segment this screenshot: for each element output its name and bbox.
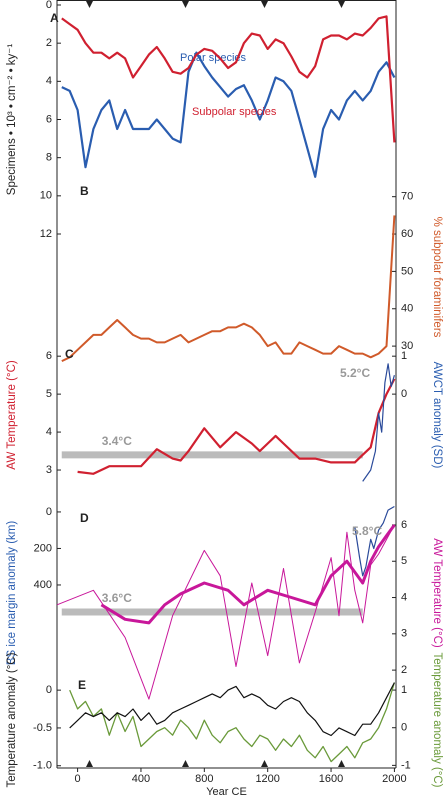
y-tick-label: 200 (34, 542, 52, 554)
series-line (69, 682, 396, 763)
y2-axis-label: % subpolar foraminifers (431, 217, 443, 338)
mean-label: 3.4°C (102, 434, 132, 448)
y2-tick-label: 50 (401, 265, 413, 277)
y-tick-label: -0.5 (33, 722, 52, 734)
y2-tick-label: 40 (401, 303, 413, 315)
panel-letter: A (50, 11, 59, 25)
y-tick-label: 2 (46, 37, 52, 49)
series-label: Subpolar species (192, 106, 277, 118)
y2-tick-label: 3 (401, 628, 407, 640)
series-line (362, 363, 395, 482)
y2-tick-label: 2 (401, 664, 407, 676)
y-tick-label: 4 (46, 426, 52, 438)
y2-tick-label: 1 (401, 350, 407, 362)
series-line (100, 524, 396, 625)
y-axis-label: BS ice margin anomaly (km) (6, 521, 18, 666)
series-line (61, 51, 396, 178)
x-tick-label: 0 (75, 773, 81, 785)
y-axis-label: Temperature anomaly (°C) (6, 652, 18, 787)
series-line (61, 215, 396, 363)
y2-axis-label: Temperature anomaly (°C) (431, 653, 443, 788)
y-tick-label: -1.0 (33, 760, 52, 772)
y2-tick-label: 5 (401, 555, 407, 567)
y-tick-label: 5 (46, 388, 52, 400)
y-tick-label: 6 (46, 350, 52, 362)
y-tick-label: 10 (40, 190, 52, 202)
series-line (354, 505, 395, 577)
y-axis-label: AW Temperature (°C) (6, 360, 18, 470)
y2-tick-label: 30 (401, 340, 413, 352)
x-axis-label: Year CE (206, 786, 247, 798)
series-line (69, 682, 395, 737)
y-axis-label: Specimens • 10³ • cm⁻² • ky⁻¹ (6, 44, 18, 196)
y2-tick-label: -1 (401, 759, 411, 771)
mean-label: 3.6°C (102, 591, 132, 605)
x-tick-label: 1600 (319, 773, 343, 785)
y2-tick-label: 0 (401, 722, 407, 734)
y2-tick-label: 60 (401, 228, 413, 240)
annotation: 5.8°C (352, 524, 382, 538)
y2-tick-label: 70 (401, 191, 413, 203)
y-tick-label: 12 (40, 228, 52, 240)
x-tick-label: 1200 (255, 773, 279, 785)
y-tick-label: 400 (34, 579, 52, 591)
panel-letter: C (65, 347, 74, 361)
x-tick-label: 2000 (382, 773, 406, 785)
annotation: 5.2°C (340, 366, 370, 380)
y2-tick-label: 0 (401, 388, 407, 400)
panel-letter: B (80, 184, 89, 198)
x-tick-label: 400 (132, 773, 150, 785)
y2-axis-label: AW Temperature (°C) (431, 538, 443, 648)
y-tick-label: 3 (46, 464, 52, 476)
y-tick-label: 4 (46, 75, 52, 87)
y2-axis-label: AWCT anomaly (SD) (431, 362, 443, 469)
panel-letter: E (78, 678, 86, 692)
y-tick-label: 8 (46, 152, 52, 164)
x-tick-label: 800 (195, 773, 213, 785)
series-line (61, 15, 396, 143)
y-tick-label: 6 (46, 113, 52, 125)
y-tick-label: 0 (46, 506, 52, 518)
period-markers (86, 1, 345, 767)
series-line (56, 524, 395, 700)
y2-tick-label: 4 (401, 591, 407, 603)
series-line (77, 378, 396, 475)
y-tick-label: 0 (46, 0, 52, 11)
panel-letter: D (80, 511, 89, 525)
y-tick-label: 0 (46, 684, 52, 696)
y2-tick-label: 1 (401, 684, 407, 696)
y2-tick-label: 6 (401, 519, 407, 531)
